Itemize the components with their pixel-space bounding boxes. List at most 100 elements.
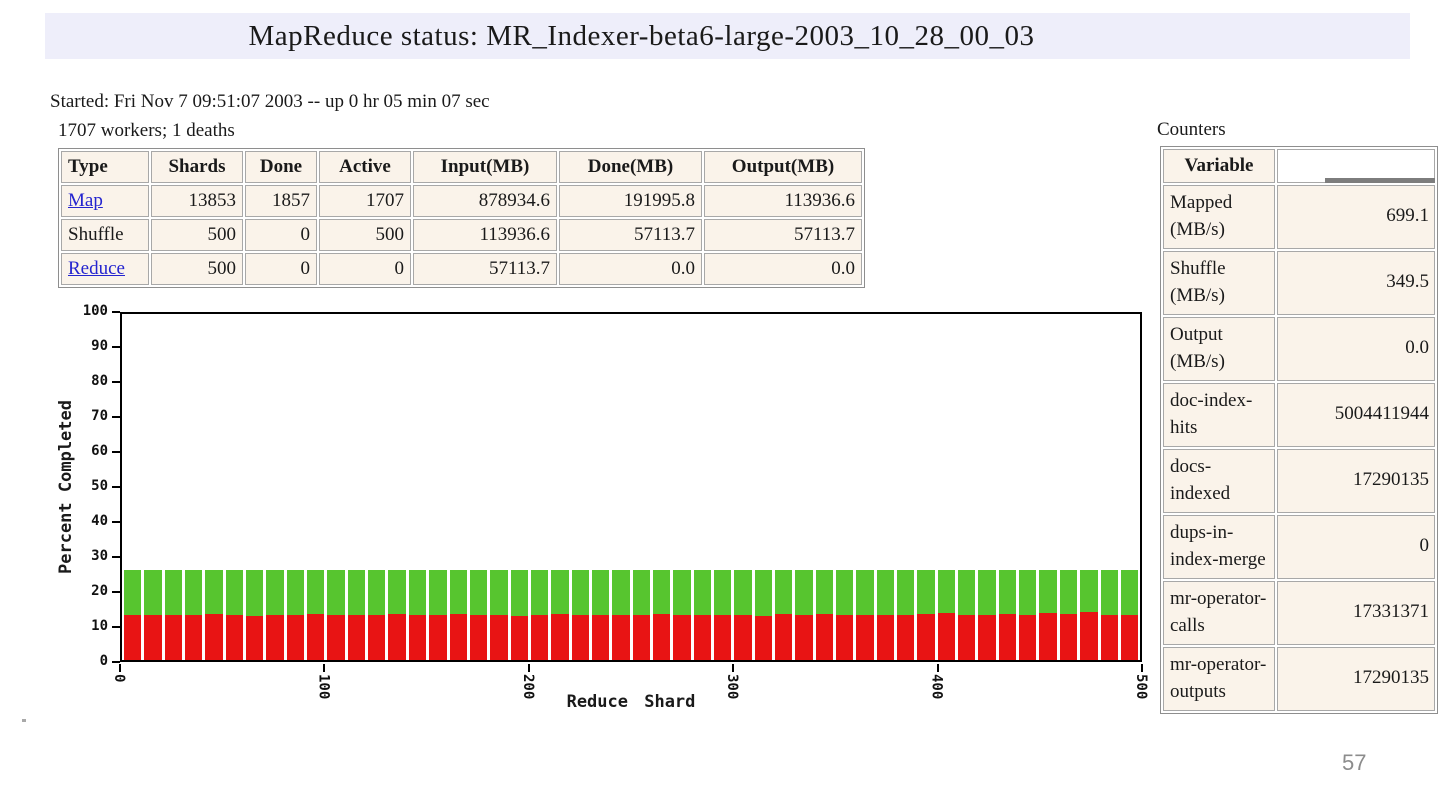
bar-segment-green <box>1080 570 1098 613</box>
bar-segment-red <box>205 614 223 660</box>
stacked-bar <box>571 314 589 660</box>
stacked-bar <box>551 314 569 660</box>
bar-segment-green <box>652 570 671 615</box>
title-bar: MapReduce status: MR_Indexer-beta6-large… <box>45 13 1410 59</box>
stacked-bar <box>530 314 549 660</box>
stacked-bar <box>795 314 813 660</box>
bar-segment-green <box>144 570 162 615</box>
y-tick-label: 70 <box>91 408 108 424</box>
cell-input-mb: 113936.6 <box>413 219 557 251</box>
counter-name: dups-in-index-merge <box>1163 514 1275 579</box>
cell-output-mb: 113936.6 <box>704 185 862 217</box>
counter-name: Shuffle (MB/s) <box>1163 250 1275 315</box>
bar-segment-green <box>876 570 895 615</box>
bar-segment-green <box>693 570 711 616</box>
counters-variable-header: Variable <box>1163 149 1275 183</box>
bar-segment-red <box>225 615 244 660</box>
x-tick-label: 200 <box>519 674 536 700</box>
bar-segment-green <box>917 570 935 615</box>
stacked-bar <box>1100 314 1118 660</box>
x-tick-label: 500 <box>1133 674 1149 700</box>
bar-segment-green <box>185 570 203 616</box>
counters-header-row: Variable <box>1163 149 1435 183</box>
stacked-bar <box>185 314 203 660</box>
stacked-bar <box>876 314 895 660</box>
bar-segment-green <box>551 570 569 614</box>
x-tick-label: 0 <box>111 674 127 683</box>
y-tick-label: 0 <box>99 653 108 669</box>
cell-done-mb: 57113.7 <box>559 219 702 251</box>
y-tick-mark <box>112 661 120 663</box>
stacked-bar <box>693 314 711 660</box>
bar-segment-green <box>571 570 589 616</box>
bar-segment-green <box>1059 570 1078 615</box>
started-uptime-text: Started: Fri Nov 7 09:51:07 2003 -- up 0… <box>50 91 490 112</box>
counter-value: 0.0 <box>1277 316 1435 381</box>
stacked-bar <box>958 314 976 660</box>
bar-segment-red <box>286 615 305 660</box>
stacked-bar <box>327 314 345 660</box>
cell-output-mb: 0.0 <box>704 253 862 285</box>
col-header-shards: Shards <box>151 151 243 183</box>
bar-segment-red <box>998 613 1017 660</box>
stacked-bar <box>754 314 772 660</box>
bar-segment-red <box>246 615 264 660</box>
col-header-active: Active <box>319 151 411 183</box>
stacked-bar <box>1120 314 1139 660</box>
bar-segment-red <box>734 615 752 660</box>
stacked-bar <box>1039 314 1057 660</box>
y-tick-mark <box>112 486 120 488</box>
bar-segment-red <box>408 615 427 660</box>
bar-segment-green <box>449 570 467 615</box>
bar-segment-green <box>958 570 976 616</box>
cell-done: 0 <box>245 253 317 285</box>
bar-segment-green <box>530 570 549 616</box>
stacked-bar <box>673 314 691 660</box>
cell-type: Reduce <box>61 253 149 285</box>
x-tick-mark <box>527 664 530 672</box>
status-table-wrap: Type Shards Done Active Input(MB) Done(M… <box>58 148 865 288</box>
bar-segment-green <box>246 570 264 616</box>
stacked-bar <box>591 314 610 660</box>
bar-segment-red <box>1059 614 1078 660</box>
counters-label: Counters <box>1157 119 1226 140</box>
y-tick-label: 80 <box>91 373 108 389</box>
counter-row: Mapped (MB/s) 699.1 <box>1163 185 1435 249</box>
bar-segment-red <box>958 615 976 660</box>
stacked-bar <box>978 314 996 660</box>
stacked-bar <box>124 314 142 660</box>
bar-segment-red <box>1100 615 1118 660</box>
bar-area <box>123 314 1139 660</box>
col-header-output-mb: Output(MB) <box>704 151 862 183</box>
counters-table-clip: Variable Mapped (MB/s) 699.1 Shuffle (MB… <box>1160 146 1440 724</box>
counter-name: mr-operator-calls <box>1163 580 1275 645</box>
percent-completed-chart <box>120 312 1142 662</box>
stacked-bar <box>1080 314 1098 660</box>
bar-segment-green <box>1019 570 1037 616</box>
x-tick-label: 100 <box>315 674 332 700</box>
stacked-bar <box>408 314 427 660</box>
table-row-shuffle: Shuffle 500 0 500 113936.6 57113.7 57113… <box>61 219 862 251</box>
bar-segment-red <box>164 615 183 660</box>
stacked-bar <box>449 314 467 660</box>
map-link[interactable]: Map <box>68 190 103 211</box>
bar-segment-green <box>124 570 142 616</box>
bar-segment-red <box>551 613 569 660</box>
y-tick-label: 20 <box>91 583 108 599</box>
y-tick-label: 10 <box>91 618 108 634</box>
reduce-link[interactable]: Reduce <box>68 258 125 279</box>
bar-segment-green <box>307 570 325 615</box>
workers-deaths-text: 1707 workers; 1 deaths <box>58 120 235 141</box>
bar-segment-red <box>530 615 549 660</box>
stacked-bar <box>632 314 650 660</box>
y-tick-label: 40 <box>91 513 108 529</box>
table-row-map: Map 13853 1857 1707 878934.6 191995.8 11… <box>61 185 862 217</box>
bar-segment-green <box>978 570 996 616</box>
counter-row: doc-index-hits 5004411944 <box>1163 382 1435 447</box>
bar-segment-red <box>775 614 793 660</box>
cell-type: Map <box>61 185 149 217</box>
bar-segment-green <box>612 570 630 615</box>
header-shade <box>1324 178 1435 183</box>
bar-segment-red <box>469 615 488 660</box>
